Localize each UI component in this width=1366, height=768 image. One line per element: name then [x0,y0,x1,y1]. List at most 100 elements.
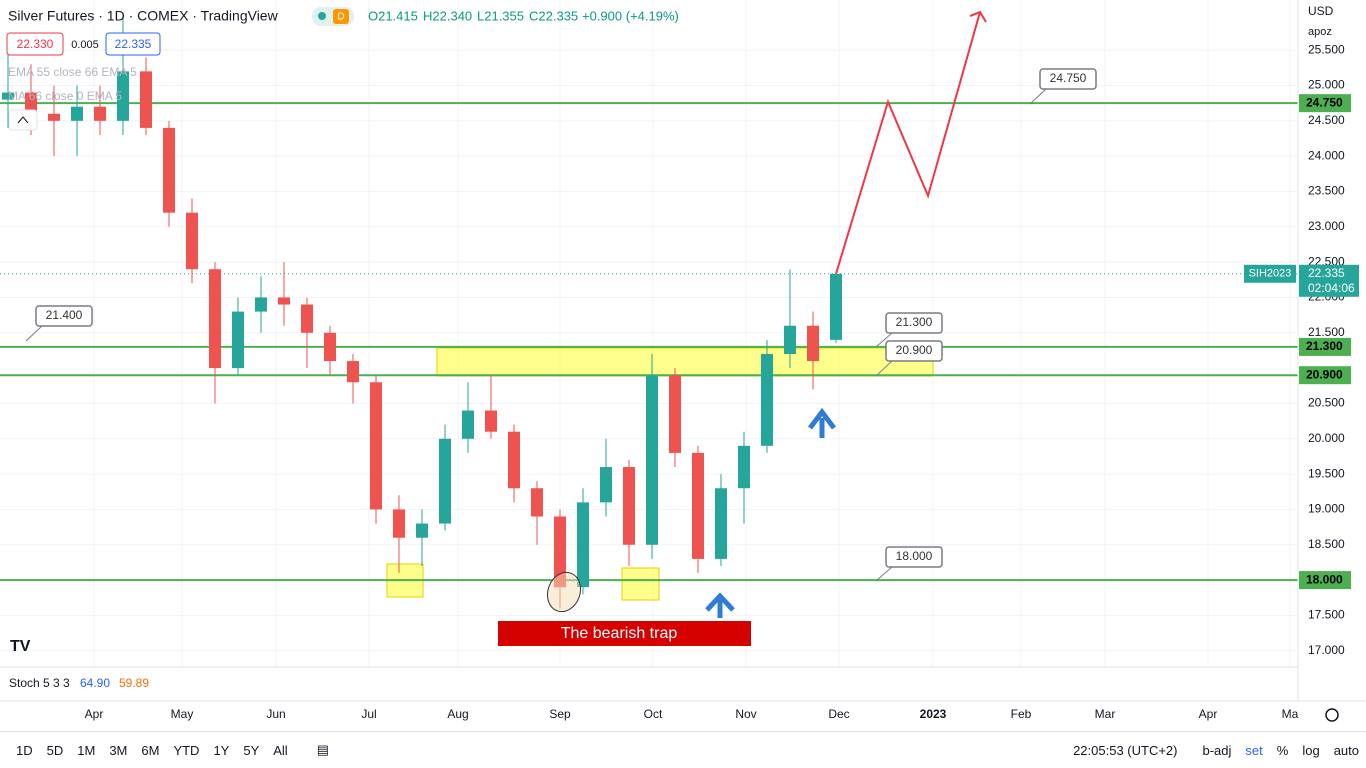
callout-box [885,546,943,568]
y-tick-label: 19.500 [1308,466,1345,480]
candle-body [94,106,106,121]
currency[interactable]: USD [1308,4,1334,18]
level-label-box [1299,337,1351,356]
candle-body [117,71,129,121]
collapse-button[interactable] [8,109,38,131]
callout-label: 20.900 [896,343,933,357]
x-tick-label: Dec [828,707,849,721]
scale-option[interactable]: set [1245,742,1263,758]
forecast-line [835,11,981,275]
candle-body [784,325,796,354]
range-button[interactable]: 5Y [243,742,260,758]
spread: 0.005 [71,39,99,51]
candle-body [25,92,37,114]
callout-box [885,312,943,334]
status-dot [318,12,326,20]
x-tick-label: Aug [447,707,468,721]
zone [436,347,934,377]
candle-body [508,431,520,489]
up-arrow [705,592,735,618]
y-tick-label: 17.000 [1308,643,1345,657]
last-price-label: 22.335 [1308,266,1345,280]
highlight-circle [546,571,582,613]
callout-pointer [875,566,893,582]
y-tick-label: 20.500 [1308,396,1345,410]
stoch-d: 59.89 [119,676,149,690]
level-label-box [1299,94,1351,113]
y-tick-label: 25.500 [1308,42,1345,56]
symbol-label: SIH2023 [1249,268,1292,280]
candle-body [48,113,60,121]
y-tick-label: 20.000 [1308,431,1345,445]
last-price-box [1299,264,1359,297]
stoch-name: Stoch 5 3 3 [9,676,70,690]
up-arrow [808,407,836,438]
callout-label: 21.300 [896,315,933,329]
date-range-icon[interactable]: ▤ [316,742,329,757]
y-tick-label: 19.000 [1308,502,1345,516]
settings-icon[interactable] [1325,708,1339,722]
logo: TV [10,638,31,655]
callout-box [1039,68,1097,90]
ask-box[interactable] [105,32,161,56]
range-button[interactable]: 1D [16,742,33,758]
candle-body [439,438,451,524]
candle-body [600,467,612,503]
level-label: 24.750 [1306,95,1343,109]
forecast-arrowhead [969,10,987,23]
delay-badge [333,9,349,24]
range-button[interactable]: 5D [46,742,64,758]
zone [621,567,660,601]
candle-body [669,375,681,453]
ohlc-open: O21.415 [368,8,418,23]
stoch-k: 64.90 [80,676,110,690]
candle-body [416,523,428,538]
range-button[interactable]: 1Y [213,742,230,758]
bid-box[interactable] [6,32,64,56]
scale-mode[interactable]: apoz [1308,26,1332,38]
candle-body [324,332,336,362]
clock: 22:05:53 (UTC+2) [1073,742,1178,758]
range-button[interactable]: 3M [109,742,128,758]
scale-option[interactable]: log [1302,742,1320,758]
candle-body [71,106,83,121]
candle-body [140,71,152,128]
delay-badge-text: D [337,12,344,23]
candle-body [531,488,543,517]
candle-body [255,297,267,312]
annotation-box [498,621,751,646]
candle-body [761,353,773,446]
candle-body [347,361,359,383]
candle-body [623,467,635,545]
scale-option[interactable]: % [1276,742,1289,758]
range-button[interactable]: YTD [173,742,200,758]
y-tick-label: 23.000 [1308,219,1345,233]
chart-title: Silver Futures · 1D · COMEX · TradingVie… [8,8,279,24]
ohlc-close: C22.335 [529,8,578,23]
callout-box [35,305,93,327]
annotation: The bearish trap [561,625,678,642]
level-label: 18.000 [1306,572,1343,586]
y-tick-label: 24.000 [1308,148,1345,162]
callout-box [885,340,943,362]
symbol-label-box [1244,264,1296,283]
x-tick-label: 2023 [920,707,947,721]
callout-label: 24.750 [1050,71,1087,85]
range-button[interactable]: 6M [141,742,160,758]
candle-body [462,410,474,439]
y-tick-label: 23.500 [1308,184,1345,198]
indicator: EMA 55 close 66 EMA 5 [8,65,137,79]
scale-options: b-adj set% log auto [1196,743,1366,758]
candle-body [554,516,566,588]
ohlc-low: L21.355 [477,8,524,23]
candle-body [232,311,244,369]
scale-option[interactable]: b-adj [1202,742,1232,758]
range-button[interactable]: 1M [77,742,96,758]
chart: 24.750 21.400 21.300 20.900 18.000 The beari… [0,0,1366,722]
candle-body [209,269,221,369]
ohlc-high: H22.340 [423,8,472,23]
bottom-toolbar: 1D 5D 1M 3M 6M YTD 1Y 5Y All ▤ 22:05:53 (UTC+2) … [0,731,1366,768]
range-button[interactable]: All [273,742,288,758]
scale-option[interactable]: auto [1333,742,1359,758]
